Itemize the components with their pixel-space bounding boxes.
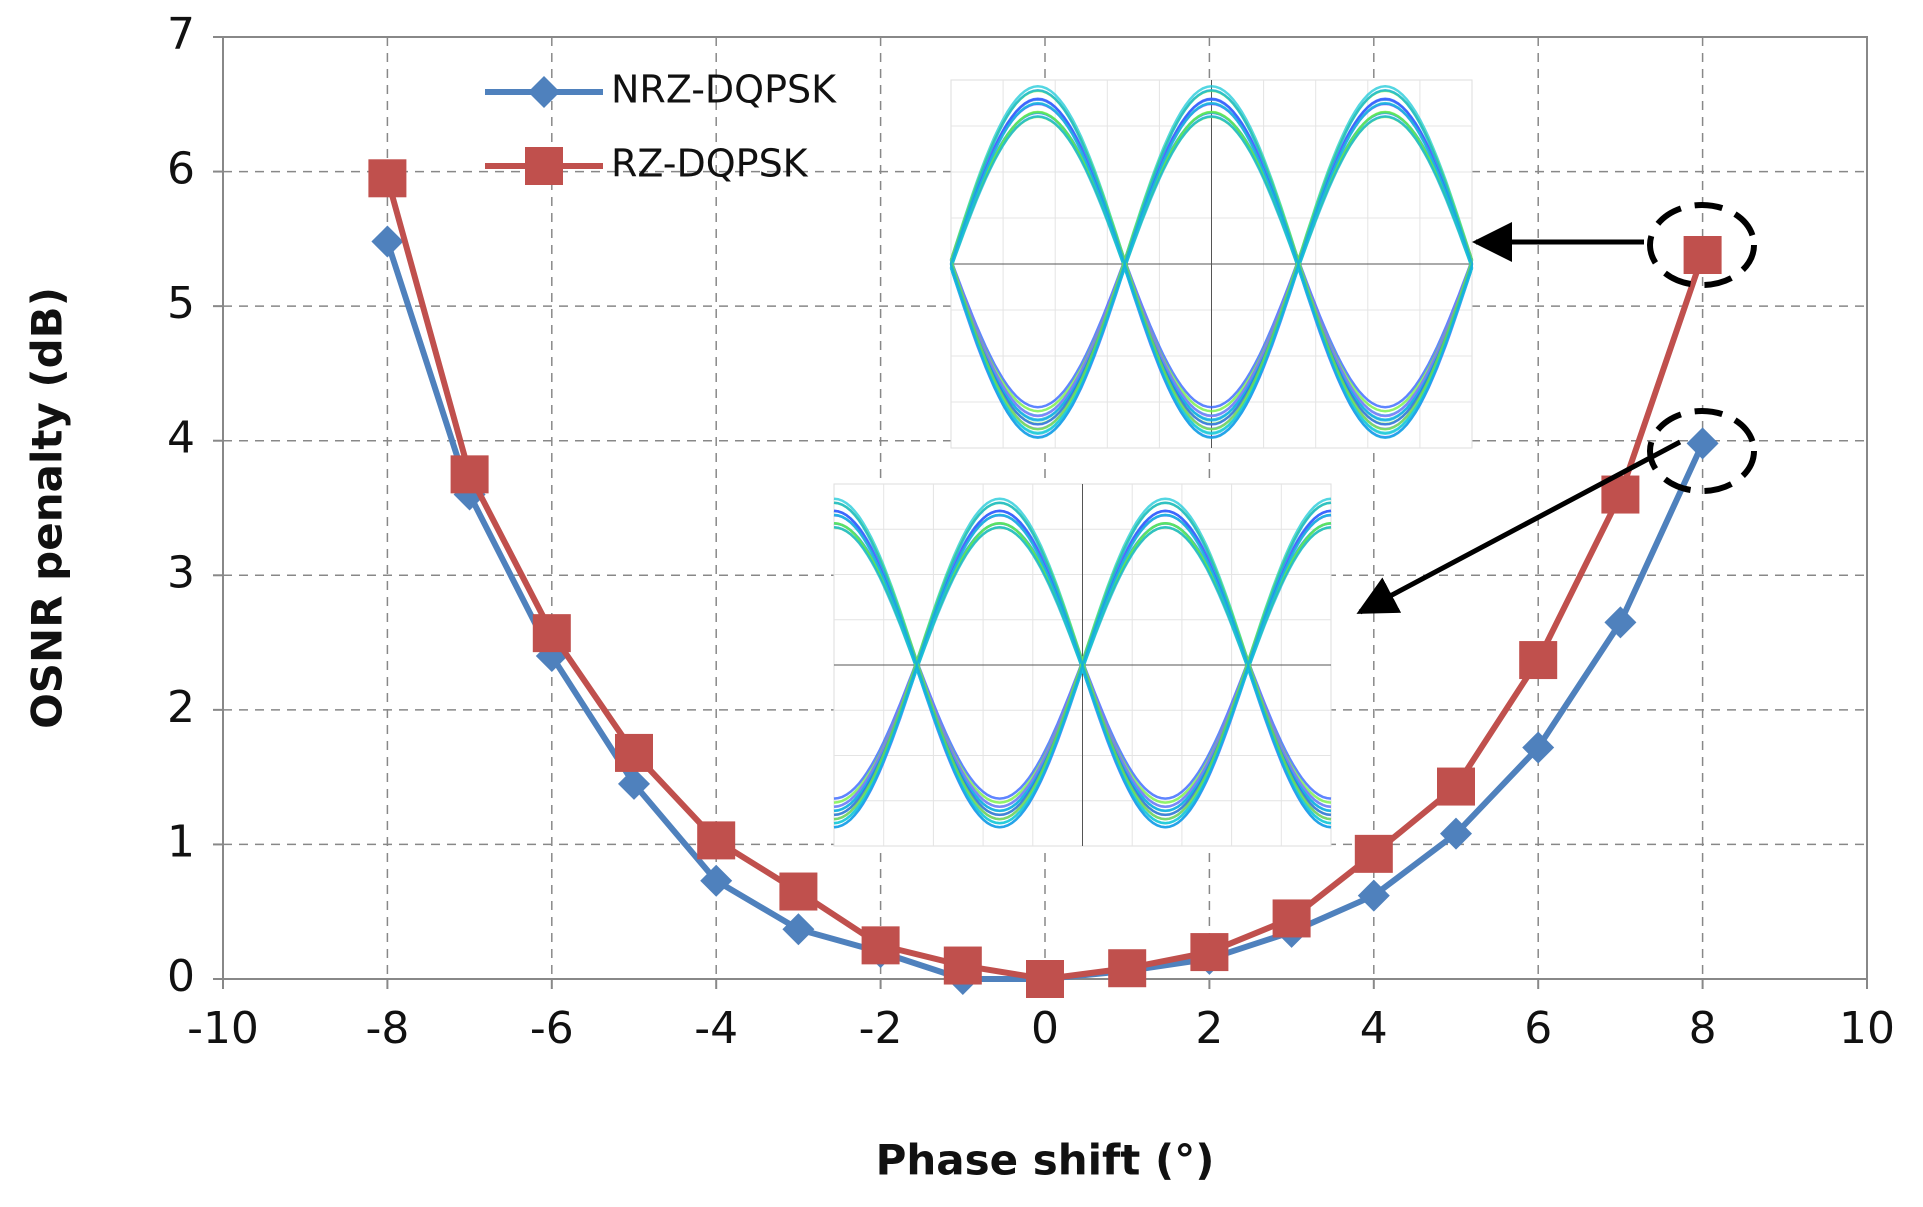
marker <box>862 926 900 964</box>
legend: NRZ-DQPSK RZ-DQPSK <box>485 68 837 186</box>
marker <box>944 947 982 985</box>
x-tick-label: 0 <box>1031 1003 1059 1054</box>
x-tick-label: 6 <box>1524 1003 1552 1054</box>
marker <box>371 226 403 258</box>
chart: Phase shift (°) OSNR penalty (dB) -10 -8 -… <box>0 0 1923 1207</box>
x-tick-label: 10 <box>1839 1003 1895 1054</box>
y-tick-label: 1 <box>167 816 195 867</box>
marker <box>451 455 489 493</box>
y-tick-label: 5 <box>167 278 195 329</box>
legend-label: NRZ-DQPSK <box>611 68 837 112</box>
legend-marker <box>528 76 560 108</box>
x-tick-label: 2 <box>1195 1003 1223 1054</box>
marker <box>1687 427 1719 459</box>
marker <box>533 614 571 652</box>
y-tick-label: 4 <box>167 413 195 464</box>
eye-diagrams <box>834 80 1472 846</box>
x-tick-label: -4 <box>694 1003 738 1054</box>
marker <box>1026 960 1064 998</box>
x-axis-title: Phase shift (°) <box>876 1136 1215 1185</box>
y-tick-label: 2 <box>167 682 195 733</box>
legend-marker <box>525 147 563 185</box>
x-tick-label: 8 <box>1689 1003 1717 1054</box>
y-tick-label: 3 <box>167 547 195 598</box>
x-tick-label: -10 <box>187 1003 259 1054</box>
marker <box>615 734 653 772</box>
y-tick-label: 7 <box>167 9 195 60</box>
y-tick-label: 6 <box>167 144 195 195</box>
marker <box>779 873 817 911</box>
marker <box>368 159 406 197</box>
marker <box>1519 641 1557 679</box>
marker <box>1273 899 1311 937</box>
marker <box>1437 768 1475 806</box>
x-tick-label: -2 <box>859 1003 903 1054</box>
marker <box>697 821 735 859</box>
legend-label: RZ-DQPSK <box>611 142 809 186</box>
marker <box>1355 835 1393 873</box>
marker <box>1108 949 1146 987</box>
marker <box>782 913 814 945</box>
marker <box>1190 933 1228 971</box>
x-tick-label: -8 <box>365 1003 409 1054</box>
arrow <box>1360 442 1680 612</box>
y-tick-label: 0 <box>167 951 195 1002</box>
x-tick-label: 4 <box>1360 1003 1388 1054</box>
x-tick-label: -6 <box>530 1003 574 1054</box>
y-axis-title: OSNR penalty (dB) <box>23 287 72 729</box>
marker <box>1684 236 1722 274</box>
marker <box>1604 606 1636 638</box>
